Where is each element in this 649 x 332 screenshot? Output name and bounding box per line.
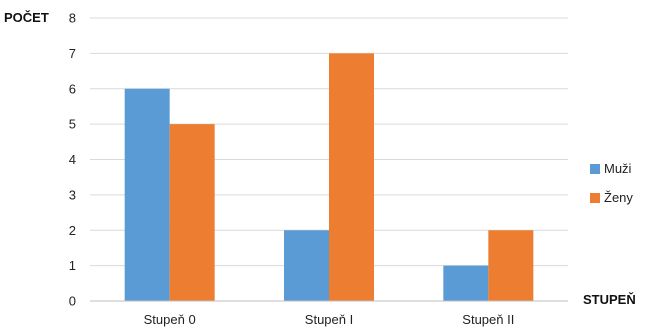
bar-muzi-3 bbox=[443, 265, 489, 301]
y-tick-label: 6 bbox=[69, 81, 76, 96]
y-tick-label: 5 bbox=[69, 117, 76, 132]
x-tick-label: Stupeň I bbox=[305, 312, 353, 327]
y-tick-label: 7 bbox=[69, 46, 76, 61]
y-axis-ticks: 0 1 2 3 4 5 6 7 8 bbox=[69, 11, 76, 309]
legend: Muži Ženy bbox=[590, 161, 633, 205]
bar-zeny-3 bbox=[488, 230, 534, 301]
legend-swatch-zeny bbox=[590, 193, 600, 203]
y-tick-label: 4 bbox=[69, 152, 76, 167]
y-tick-label: 0 bbox=[69, 294, 76, 309]
y-tick-label: 1 bbox=[69, 258, 76, 273]
bars bbox=[124, 53, 534, 301]
legend-swatch-muzi bbox=[590, 164, 600, 174]
x-tick-label: Stupeň II bbox=[462, 312, 514, 327]
bar-muzi-2 bbox=[284, 230, 329, 301]
bar-zeny-1 bbox=[169, 124, 215, 301]
y-axis-title: POČET bbox=[4, 10, 49, 25]
bar-zeny-2 bbox=[329, 53, 374, 301]
y-tick-label: 2 bbox=[69, 223, 76, 238]
bar-muzi-1 bbox=[124, 88, 170, 301]
x-axis-title: STUPEŇ bbox=[583, 292, 636, 307]
x-tick-label: Stupeň 0 bbox=[144, 312, 196, 327]
y-tick-label: 3 bbox=[69, 187, 76, 202]
y-tick-label: 8 bbox=[69, 11, 76, 26]
legend-label-zeny: Ženy bbox=[604, 190, 633, 205]
legend-label-muzi: Muži bbox=[604, 161, 632, 176]
x-axis-ticks: Stupeň 0 Stupeň I Stupeň II bbox=[144, 312, 515, 327]
